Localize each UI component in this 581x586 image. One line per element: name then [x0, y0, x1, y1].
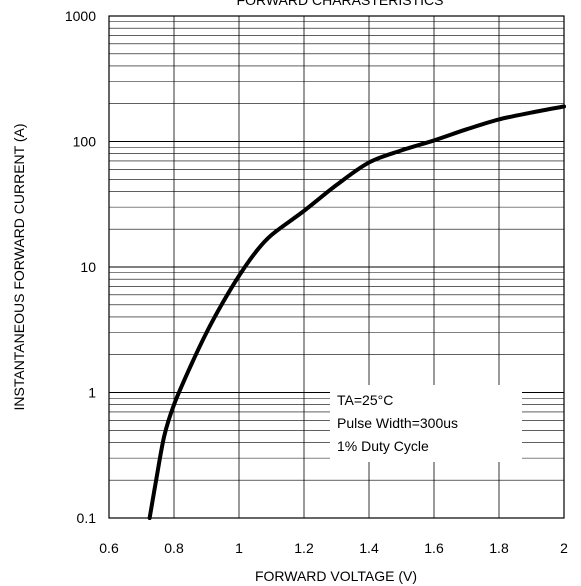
x-tick-labels: 0.6 0.8 1 1.2 1.4 1.6 1.8 2: [99, 540, 568, 556]
plot-frame: [108, 15, 565, 519]
y-tick-label: 10: [80, 259, 96, 275]
annotation-box: TA=25°C Pulse Width=300us 1% Duty Cycle: [330, 385, 522, 462]
x-axis-label: FORWARD VOLTAGE (V): [255, 568, 417, 584]
y-tick-labels: 0.1 1 10 100 1000: [65, 8, 96, 526]
annotation-background: [330, 385, 522, 462]
x-tick-label: 1.2: [294, 540, 314, 556]
annotation-duty-cycle: 1% Duty Cycle: [337, 438, 429, 454]
y-tick-label: 1000: [65, 8, 96, 24]
y-axis-label: INSTANTANEOUS FORWARD CURRENT (A): [11, 123, 27, 410]
annotation-temperature: TA=25°C: [337, 392, 393, 408]
x-tick-label: 1: [235, 540, 243, 556]
y-tick-label: 0.1: [77, 510, 97, 526]
series-line: [147, 104, 566, 520]
x-tick-label: 1.6: [424, 540, 444, 556]
x-tick-label: 0.8: [164, 540, 184, 556]
x-tick-label: 2: [560, 540, 568, 556]
y-tick-label: 100: [73, 134, 97, 150]
x-tick-label: 1.8: [489, 540, 509, 556]
annotation-pulse-width: Pulse Width=300us: [337, 415, 458, 431]
x-tick-label: 0.6: [99, 540, 119, 556]
x-tick-label: 1.4: [359, 540, 379, 556]
y-tick-label: 1: [88, 385, 96, 401]
series-layer: [147, 104, 566, 520]
chart-title: FORWARD CHARASTERISTICS: [237, 0, 444, 8]
